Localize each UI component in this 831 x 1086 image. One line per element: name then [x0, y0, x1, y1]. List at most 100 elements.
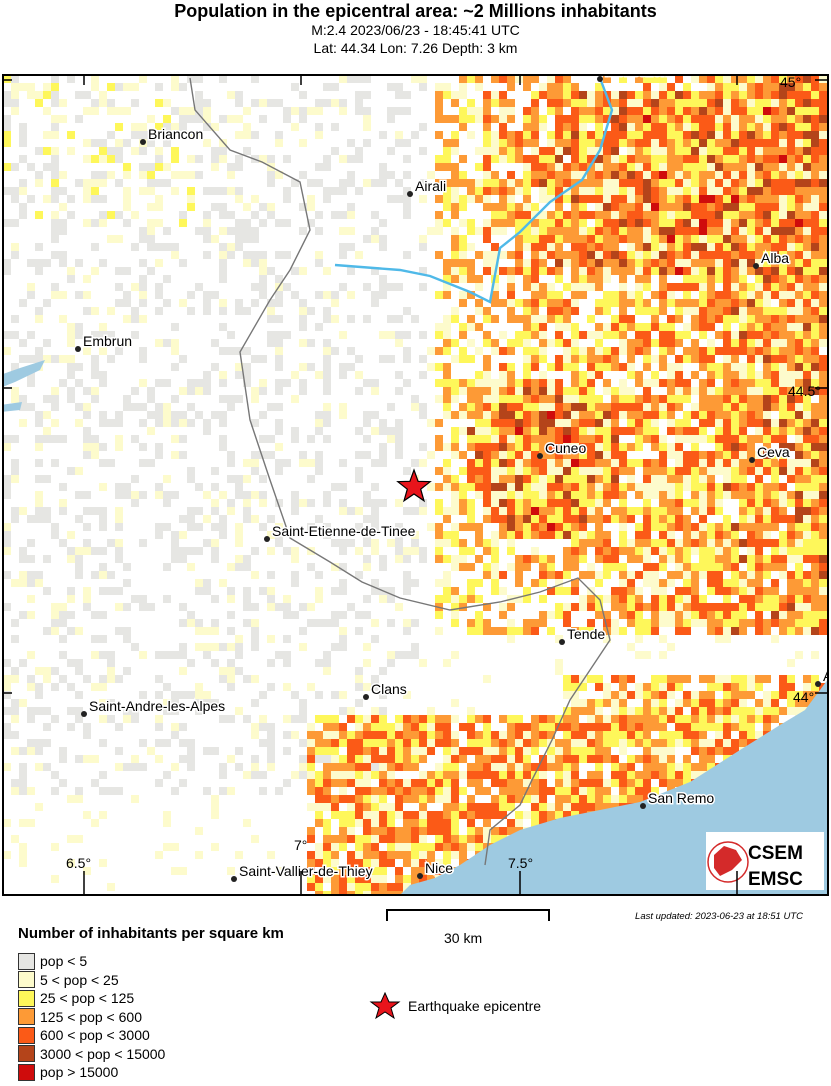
population-cell	[651, 515, 659, 523]
population-cell	[699, 611, 707, 619]
population-cell	[563, 339, 571, 347]
population-cell	[515, 435, 523, 443]
population-cell	[227, 627, 235, 635]
population-cell	[19, 355, 27, 363]
population-cell	[475, 435, 483, 443]
population-cell	[91, 107, 99, 115]
population-cell	[35, 179, 43, 187]
population-cell	[283, 379, 291, 387]
population-cell	[811, 419, 819, 427]
population-cell	[603, 715, 611, 723]
population-cell	[787, 139, 795, 147]
population-cell	[555, 267, 563, 275]
population-cell	[779, 163, 787, 171]
population-cell	[131, 715, 139, 723]
population-cell	[811, 195, 819, 203]
population-cell	[579, 347, 587, 355]
population-cell	[723, 747, 731, 755]
population-cell	[475, 419, 483, 427]
population-cell	[347, 291, 355, 299]
population-cell	[475, 715, 483, 723]
population-cell	[475, 107, 483, 115]
population-cell	[699, 259, 707, 267]
population-cell	[427, 451, 435, 459]
population-cell	[187, 619, 195, 627]
population-cell	[571, 179, 579, 187]
population-cell	[747, 443, 755, 451]
population-cell	[443, 115, 451, 123]
population-cell	[619, 363, 627, 371]
population-cell	[51, 171, 59, 179]
population-cell	[755, 603, 763, 611]
population-cell	[627, 227, 635, 235]
population-cell	[731, 483, 739, 491]
population-cell	[563, 139, 571, 147]
population-cell	[723, 195, 731, 203]
population-cell	[755, 699, 763, 707]
population-cell	[163, 275, 171, 283]
population-cell	[715, 491, 723, 499]
population-cell	[531, 75, 539, 83]
population-cell	[635, 491, 643, 499]
population-cell	[499, 179, 507, 187]
population-cell	[587, 251, 595, 259]
population-cell	[739, 275, 747, 283]
population-cell	[499, 387, 507, 395]
population-cell	[435, 539, 443, 547]
population-cell	[723, 715, 731, 723]
population-cell	[59, 635, 67, 643]
population-cell	[451, 243, 459, 251]
population-cell	[531, 147, 539, 155]
population-cell	[723, 283, 731, 291]
population-cell	[483, 387, 491, 395]
population-cell	[811, 339, 819, 347]
population-cell	[43, 515, 51, 523]
population-cell	[187, 171, 195, 179]
population-cell	[515, 403, 523, 411]
population-cell	[243, 515, 251, 523]
population-cell	[619, 675, 627, 683]
population-cell	[755, 731, 763, 739]
population-cell	[83, 451, 91, 459]
population-cell	[739, 419, 747, 427]
population-cell	[339, 763, 347, 771]
population-cell	[699, 531, 707, 539]
population-cell	[667, 675, 675, 683]
population-cell	[651, 419, 659, 427]
population-cell	[667, 195, 675, 203]
population-cell	[747, 283, 755, 291]
population-cell	[651, 163, 659, 171]
population-cell	[563, 99, 571, 107]
population-cell	[539, 283, 547, 291]
population-cell	[747, 691, 755, 699]
population-cell	[707, 387, 715, 395]
population-cell	[627, 203, 635, 211]
population-cell	[787, 267, 795, 275]
population-cell	[635, 507, 643, 515]
population-cell	[659, 651, 667, 659]
population-cell	[483, 267, 491, 275]
population-cell	[787, 555, 795, 563]
population-cell	[67, 267, 75, 275]
population-cell	[83, 491, 91, 499]
population-cell	[595, 219, 603, 227]
population-cell	[723, 635, 731, 643]
population-cell	[747, 339, 755, 347]
population-cell	[819, 619, 827, 627]
population-cell	[347, 227, 355, 235]
population-cell	[91, 331, 99, 339]
population-cell	[315, 291, 323, 299]
population-cell	[427, 227, 435, 235]
population-cell	[323, 83, 331, 91]
population-cell	[491, 739, 499, 747]
population-cell	[291, 611, 299, 619]
population-cell	[243, 459, 251, 467]
population-cell	[363, 115, 371, 123]
population-cell	[643, 419, 651, 427]
population-cell	[635, 323, 643, 331]
population-cell	[779, 171, 787, 179]
population-cell	[483, 155, 491, 163]
population-cell	[515, 379, 523, 387]
population-cell	[563, 235, 571, 243]
